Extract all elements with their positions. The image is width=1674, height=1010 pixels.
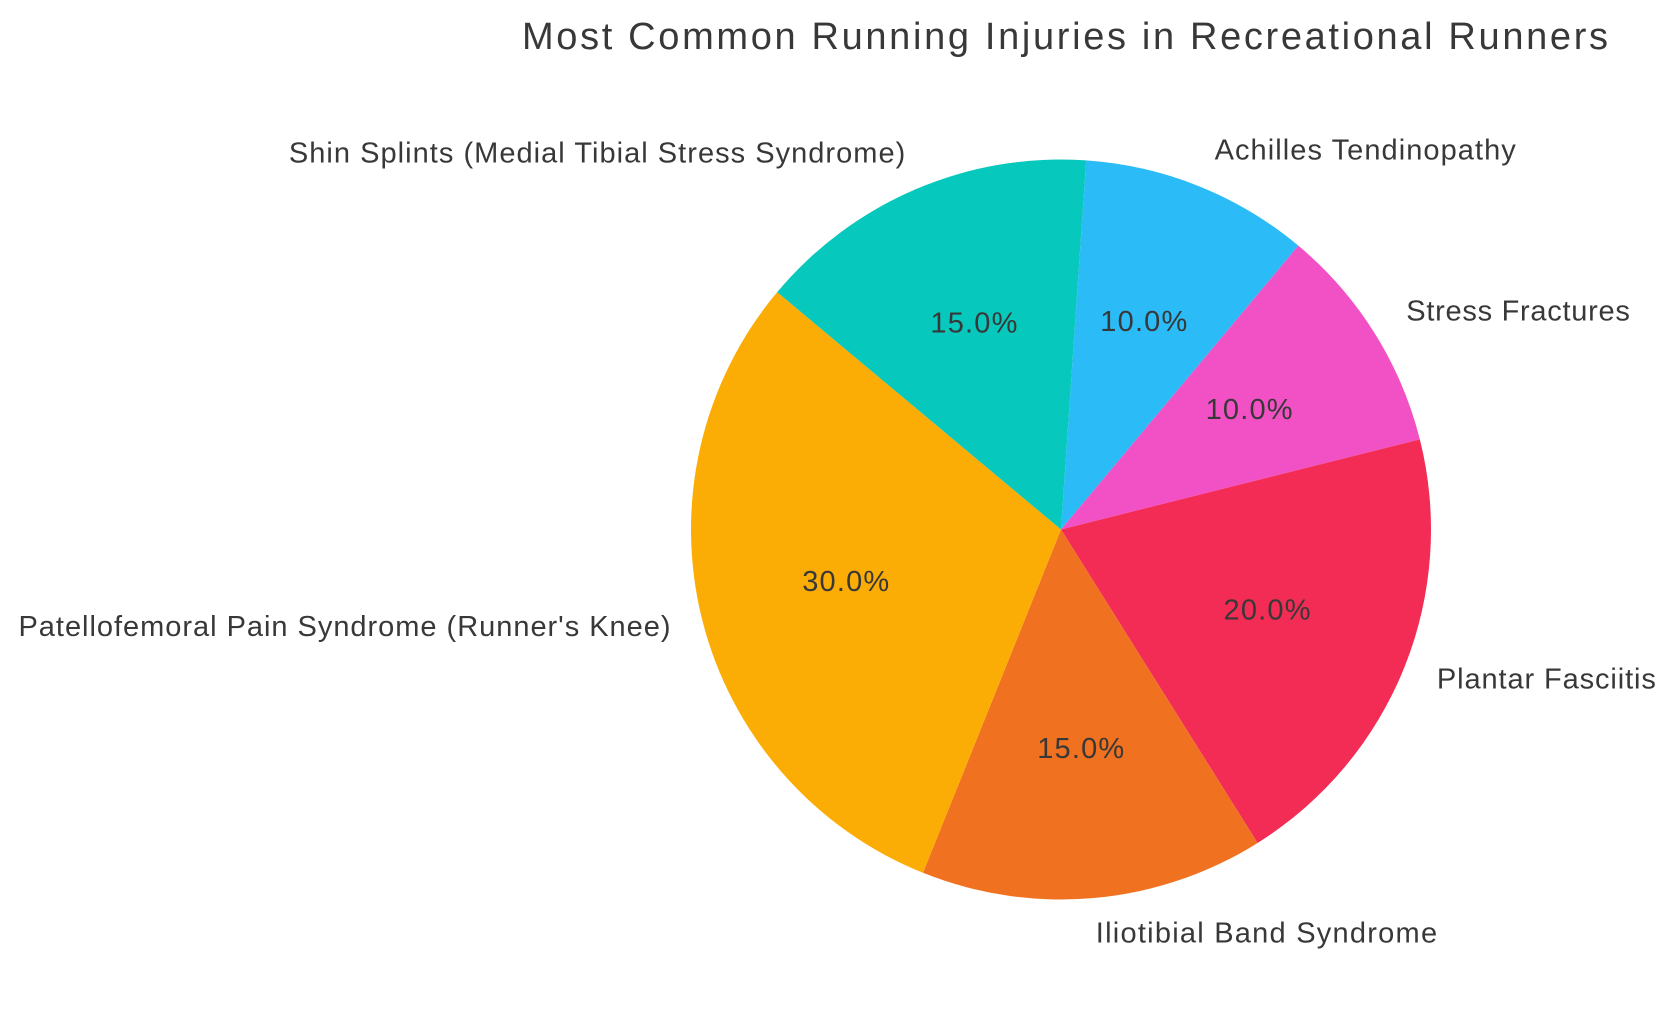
- svg-text:20.0%: 20.0%: [1224, 595, 1311, 627]
- svg-text:Shin Splints (Medial Tibial St: Shin Splints (Medial Tibial Stress Syndr…: [289, 138, 905, 170]
- svg-text:15.0%: 15.0%: [1037, 733, 1124, 765]
- svg-text:Patellofemoral Pain Syndrome (: Patellofemoral Pain Syndrome (Runner's K…: [19, 611, 671, 643]
- svg-text:15.0%: 15.0%: [930, 308, 1017, 340]
- svg-text:Most Common Running Injuries i: Most Common Running Injuries in Recreati…: [522, 16, 1608, 58]
- svg-text:30.0%: 30.0%: [802, 566, 889, 598]
- svg-text:Plantar Fasciitis: Plantar Fasciitis: [1437, 664, 1656, 696]
- svg-text:10.0%: 10.0%: [1100, 306, 1187, 338]
- svg-text:Achilles Tendinopathy: Achilles Tendinopathy: [1215, 134, 1517, 166]
- svg-text:Iliotibial Band Syndrome: Iliotibial Band Syndrome: [1096, 917, 1437, 949]
- svg-text:10.0%: 10.0%: [1206, 394, 1293, 426]
- svg-text:Stress Fractures: Stress Fractures: [1406, 296, 1630, 328]
